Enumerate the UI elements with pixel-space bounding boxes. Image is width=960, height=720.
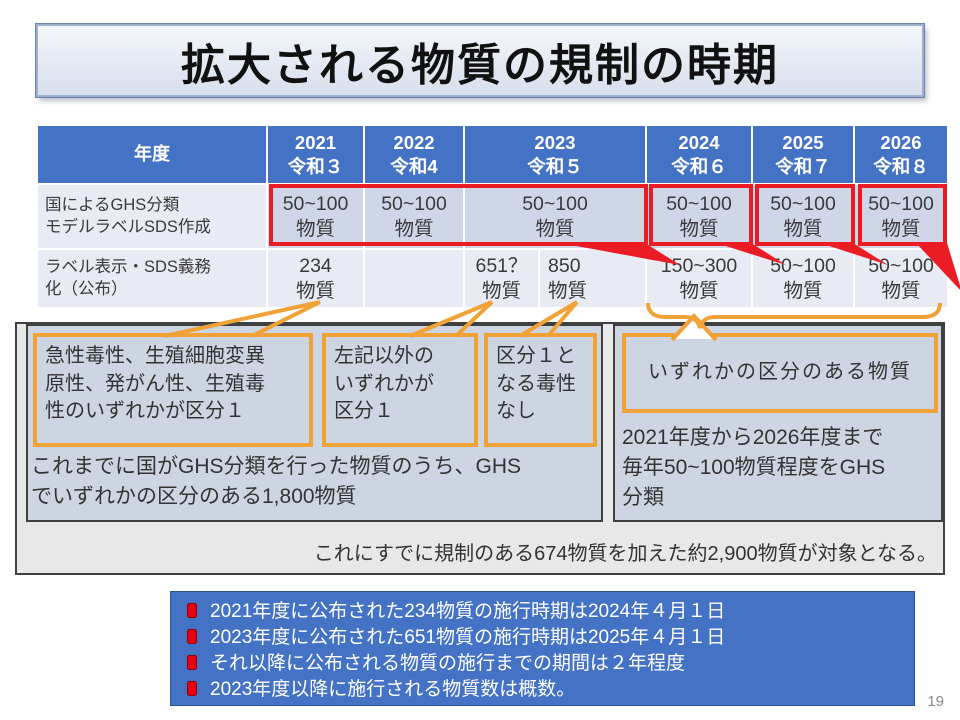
header-cell-2022: 2022 令和4	[365, 126, 465, 183]
red-square-bullet-icon	[187, 603, 197, 618]
any-category-box-text: いずれかの区分のある物質	[648, 361, 912, 384]
cell-sds-2025: 50~100 物質	[753, 250, 855, 307]
header-cell-2026: 2026 令和８	[855, 126, 947, 183]
category-box-1-text: 急性毒性、生殖細胞変異 原性、発がん性、生殖毒 性のいずれかが区分１	[45, 345, 265, 423]
red-highlight-2025	[755, 184, 855, 246]
bullet-text: 2023年度以降に施行される物質数は概数。	[210, 679, 576, 700]
red-square-bullet-icon	[187, 681, 197, 696]
right-card-note: 2021年度から2026年度まで 毎年50~100物質程度をGHS 分類	[622, 426, 886, 509]
page-title: 拡大される物質の規制の時期	[181, 40, 779, 90]
cell-sds-2023a: 651？ 物質	[465, 250, 540, 307]
header-cell-year: 年度	[38, 126, 268, 183]
cell-sds-2021: 234 物質	[268, 250, 365, 307]
header-cell-2021: 2021 令和３	[268, 126, 365, 183]
page-number: 19	[927, 693, 944, 710]
red-highlight-2021-2023	[269, 184, 648, 246]
red-highlight-2024	[649, 184, 753, 246]
list-item: 2021年度に公布された234物質の施行時期は2024年４月１日	[187, 599, 904, 625]
table-header-row: 年度 2021 令和３ 2022 令和4 2023 令和５ 2024 令和６ 2…	[38, 126, 947, 185]
row-label-ghs: 国によるGHS分類 モデルラベルSDS作成	[38, 185, 268, 248]
table-row-ghs-classification: 国によるGHS分類 モデルラベルSDS作成 50~100 物質 50~100 物…	[38, 185, 947, 250]
list-item: 2023年度以降に施行される物質数は概数。	[187, 677, 904, 703]
category-box-2: 左記以外の いずれかが 区分１	[322, 333, 478, 447]
table-row-label-sds: ラベル表示・SDS義務 化（公布） 234 物質 651？ 物質 850 物質 …	[38, 250, 947, 307]
bullet-text: 2021年度に公布された234物質の施行時期は2024年４月１日	[210, 601, 726, 622]
cell-sds-2022	[365, 250, 465, 307]
left-card	[26, 324, 603, 522]
notes-box: 2021年度に公布された234物質の施行時期は2024年４月１日 2023年度に…	[170, 591, 915, 706]
header-cell-2024: 2024 令和６	[647, 126, 753, 183]
cell-ghs-2023: 50~100 物質	[465, 185, 647, 248]
row-label-sds: ラベル表示・SDS義務 化（公布）	[38, 250, 268, 307]
cell-sds-2023b: 850 物質	[540, 250, 647, 307]
cell-ghs-2025: 50~100 物質	[753, 185, 855, 248]
bullet-text: それ以降に公布される物質の施行までの期間は２年程度	[210, 653, 686, 674]
panel-bottom-note: これにすでに規制のある674物質を加えた約2,900物質が対象となる。	[313, 543, 937, 565]
list-item: 2023年度に公布された651物質の施行時期は2025年４月１日	[187, 625, 904, 651]
bullet-text: 2023年度に公布された651物質の施行時期は2025年４月１日	[210, 627, 726, 648]
cell-sds-2026: 50~100 物質	[855, 250, 947, 307]
red-square-bullet-icon	[187, 629, 197, 644]
list-item: それ以降に公布される物質の施行までの期間は２年程度	[187, 651, 904, 677]
cell-ghs-2022: 50~100 物質	[365, 185, 465, 248]
header-cell-2025: 2025 令和７	[753, 126, 855, 183]
category-box-2-text: 左記以外の いずれかが 区分１	[334, 345, 434, 423]
cell-ghs-2024: 50~100 物質	[647, 185, 753, 248]
left-card-note: これまでに国がGHS分類を行った物質のうち、GHS でいずれかの区分のある1,8…	[31, 455, 522, 508]
category-box-1: 急性毒性、生殖細胞変異 原性、発がん性、生殖毒 性のいずれかが区分１	[33, 333, 313, 447]
red-square-bullet-icon	[187, 655, 197, 670]
category-box-3-text: 区分１と なる毒性 なし	[496, 345, 576, 423]
cell-ghs-2026: 50~100 物質	[855, 185, 947, 248]
header-cell-2023: 2023 令和５	[465, 126, 647, 183]
category-box-3: 区分１と なる毒性 なし	[484, 333, 597, 447]
red-highlight-2026	[858, 184, 947, 246]
any-category-box: いずれかの区分のある物質	[622, 333, 938, 413]
cell-ghs-2021: 50~100 物質	[268, 185, 365, 248]
cell-sds-2024: 150~300 物質	[647, 250, 753, 307]
title-box: 拡大される物質の規制の時期	[35, 23, 925, 98]
right-card	[613, 324, 943, 522]
